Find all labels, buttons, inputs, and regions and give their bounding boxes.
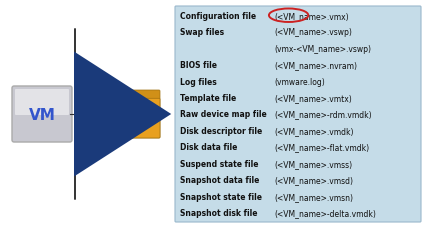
- FancyBboxPatch shape: [111, 91, 160, 138]
- Text: VM
folder: VM folder: [118, 107, 144, 128]
- Text: (<VM_name>.vmss): (<VM_name>.vmss): [274, 159, 352, 168]
- Text: Snapshot state file: Snapshot state file: [180, 192, 262, 201]
- Text: (vmware.log): (vmware.log): [274, 77, 325, 86]
- Text: (<VM_name>.vmtx): (<VM_name>.vmtx): [274, 94, 351, 103]
- Text: (vmx-<VM_name>.vswp): (vmx-<VM_name>.vswp): [274, 44, 371, 53]
- Text: Raw device map file: Raw device map file: [180, 110, 267, 119]
- FancyBboxPatch shape: [112, 98, 132, 106]
- Text: Disk data file: Disk data file: [180, 143, 237, 152]
- Text: Swap files: Swap files: [180, 28, 224, 37]
- Text: (<VM_name>.vmdk): (<VM_name>.vmdk): [274, 126, 354, 135]
- Text: Disk descriptor file: Disk descriptor file: [180, 126, 262, 135]
- FancyBboxPatch shape: [175, 7, 421, 222]
- Text: VM: VM: [28, 107, 56, 122]
- Text: Log files: Log files: [180, 77, 217, 86]
- FancyBboxPatch shape: [12, 87, 72, 142]
- Text: (<VM_name>.nvram): (<VM_name>.nvram): [274, 61, 357, 70]
- FancyBboxPatch shape: [15, 90, 69, 115]
- FancyBboxPatch shape: [106, 99, 160, 138]
- Text: (<VM_name>.vmsd): (<VM_name>.vmsd): [274, 176, 353, 185]
- Text: (<VM_name>.vmsn): (<VM_name>.vmsn): [274, 192, 353, 201]
- Text: (<VM_name>.vswp): (<VM_name>.vswp): [274, 28, 352, 37]
- Text: Snapshot data file: Snapshot data file: [180, 176, 259, 185]
- Text: Suspend state file: Suspend state file: [180, 159, 259, 168]
- Text: (<VM_name>.vmx): (<VM_name>.vmx): [274, 12, 349, 21]
- Text: (<VM_name>-flat.vmdk): (<VM_name>-flat.vmdk): [274, 143, 369, 152]
- Text: Template file: Template file: [180, 94, 236, 103]
- Text: Snapshot disk file: Snapshot disk file: [180, 208, 257, 217]
- Text: BIOS file: BIOS file: [180, 61, 217, 70]
- Text: (<VM_name>-delta.vmdk): (<VM_name>-delta.vmdk): [274, 208, 376, 217]
- Text: Configuration file: Configuration file: [180, 12, 256, 21]
- Text: (<VM_name>-rdm.vmdk): (<VM_name>-rdm.vmdk): [274, 110, 371, 119]
